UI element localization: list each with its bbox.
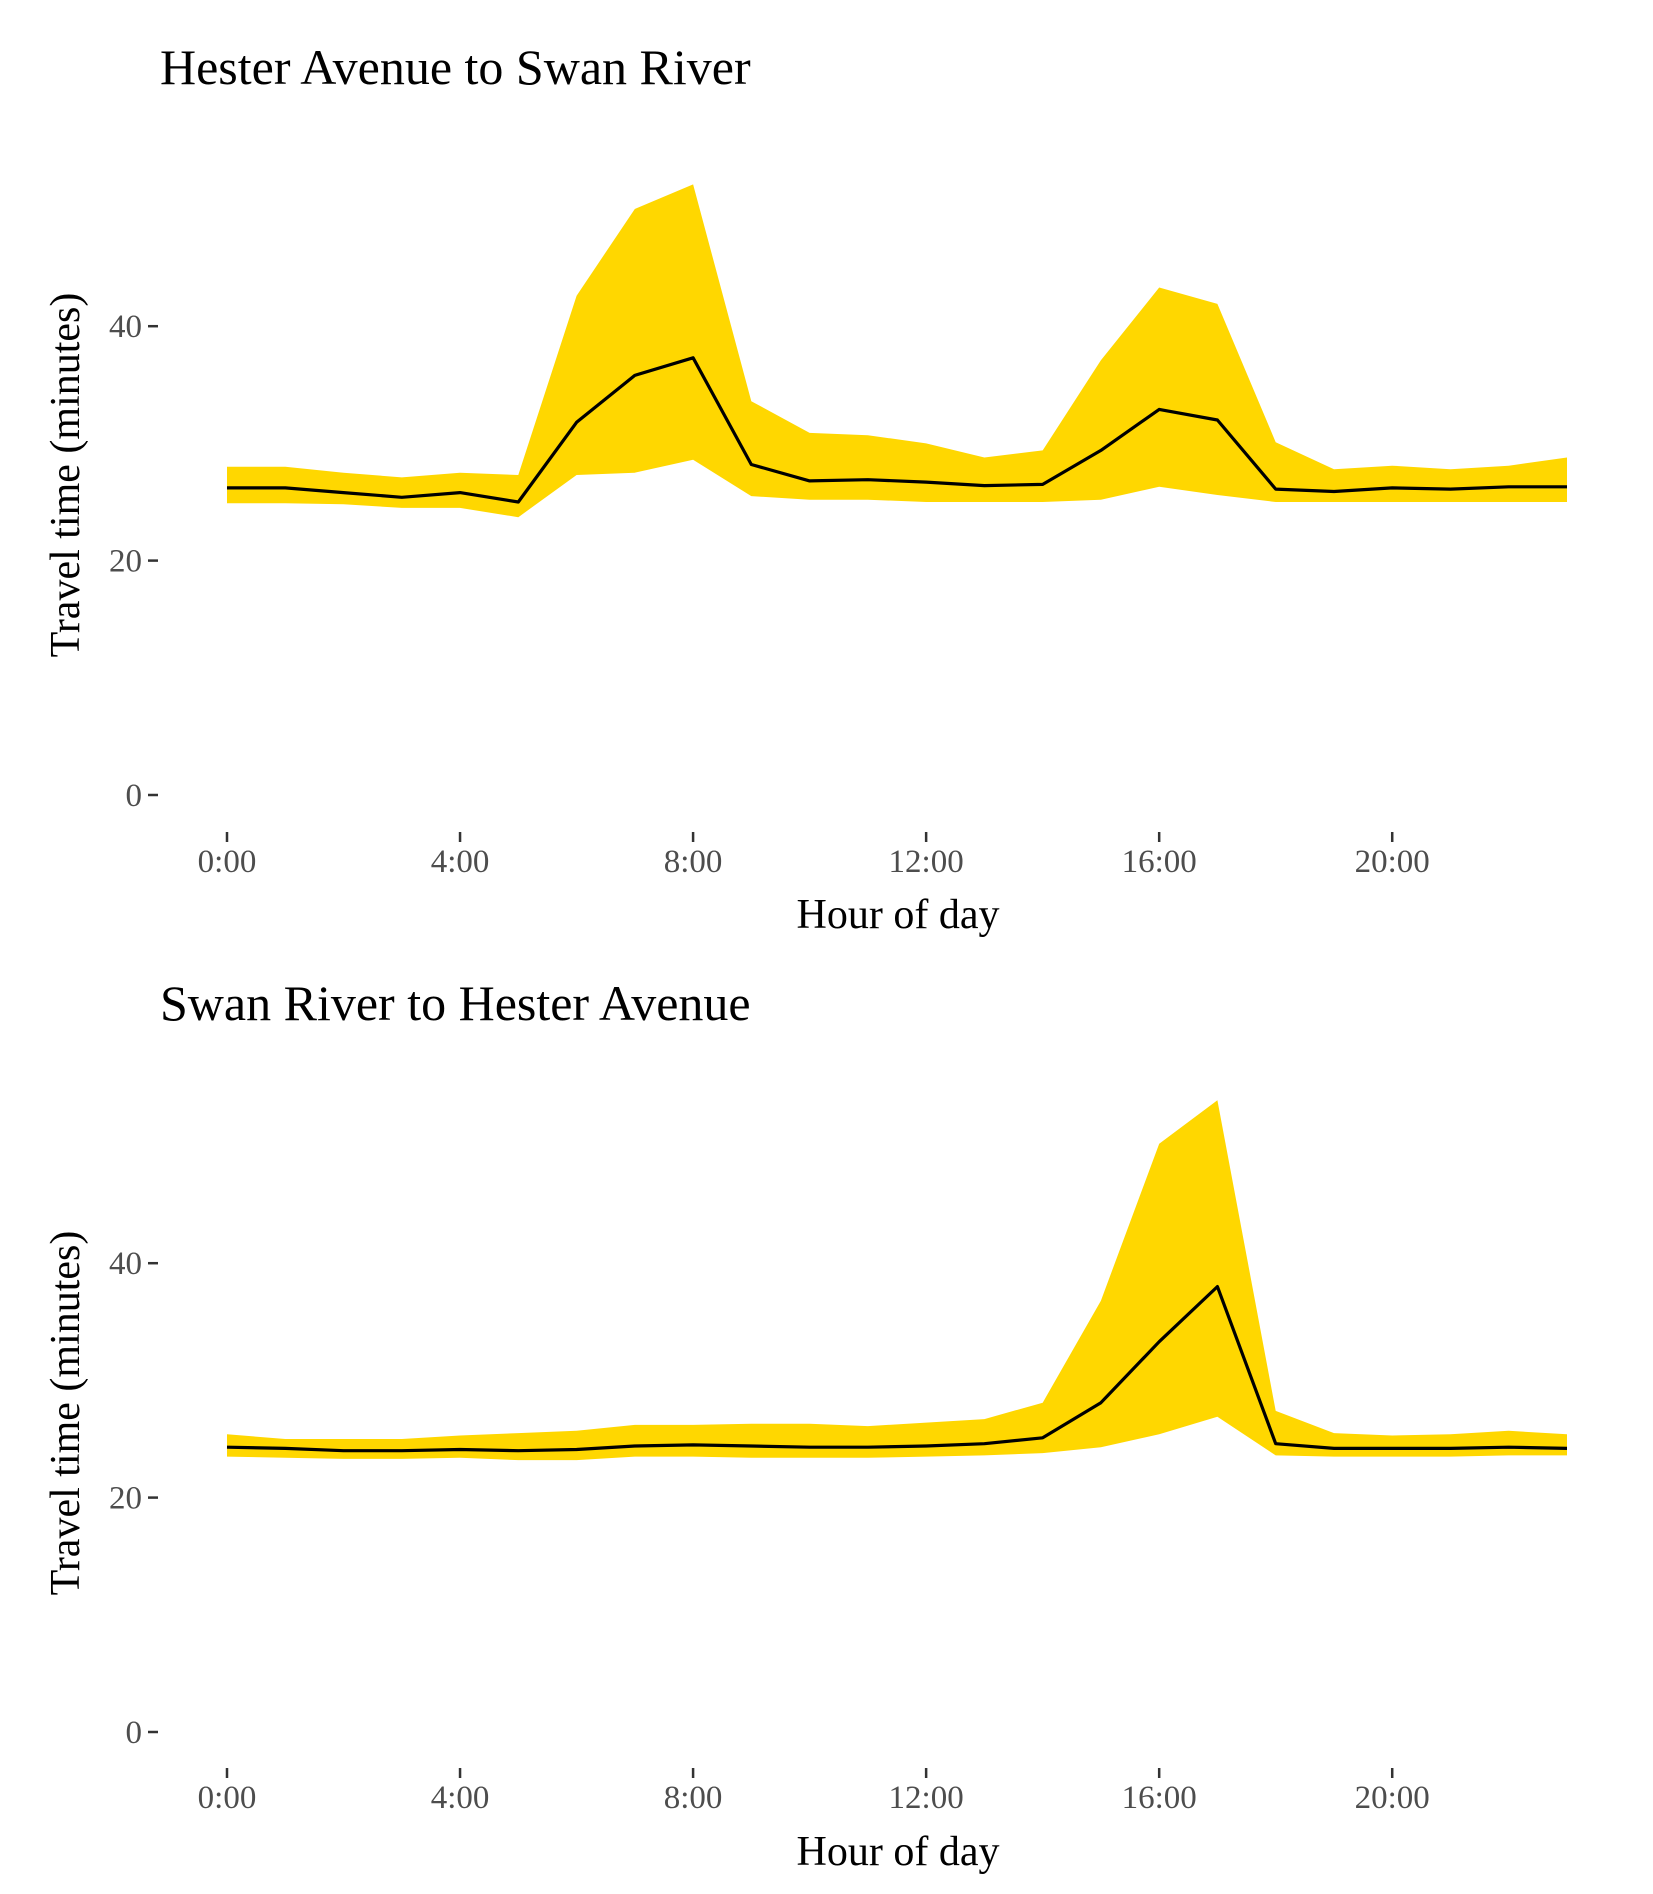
x-tick-label: 12:00 (889, 1780, 964, 1816)
x-tick-label: 8:00 (664, 844, 723, 880)
x-tick-label: 20:00 (1355, 844, 1430, 880)
x-tick-label: 16:00 (1122, 844, 1197, 880)
plot-area: 0 20 40 0:00 4:00 8:00 12:00 16:00 20:00 (109, 184, 1567, 880)
plot-area: 0 20 40 0:00 4:00 8:00 12:00 16:00 20:00 (109, 1100, 1568, 1816)
y-tick-label: 20 (109, 544, 142, 580)
x-tick-label: 0:00 (198, 844, 257, 880)
y-tick-label: 0 (126, 778, 143, 814)
x-tick-label: 16:00 (1122, 1780, 1197, 1816)
x-tick-label: 0:00 (198, 1780, 257, 1816)
y-axis-title: Travel time (minutes) (43, 1231, 89, 1596)
x-tick-label: 4:00 (431, 844, 490, 880)
x-tick-label: 8:00 (664, 1780, 723, 1816)
y-tick-label: 40 (109, 1246, 142, 1282)
x-axis-title: Hour of day (797, 1829, 1000, 1875)
x-tick-label: 20:00 (1355, 1780, 1430, 1816)
y-tick-label: 0 (126, 1715, 143, 1751)
y-tick-label: 40 (109, 309, 142, 345)
x-tick-label: 4:00 (431, 1780, 490, 1816)
range-band (227, 1100, 1567, 1461)
median-line (227, 356, 1567, 504)
y-axis-title: Travel time (minutes) (43, 293, 89, 658)
panel-hester-to-swan: Hester Avenue to Swan River 0 20 40 0:00 4:0… (43, 39, 1567, 938)
chart-title: Hester Avenue to Swan River (160, 39, 751, 95)
median-line (226, 1284, 1568, 1453)
range-band (227, 184, 1567, 518)
chart-title: Swan River to Hester Avenue (160, 975, 751, 1031)
panel-swan-to-hester: Swan River to Hester Avenue 0 20 40 0:00 4:0… (43, 975, 1568, 1875)
x-tick-label: 12:00 (889, 844, 964, 880)
y-tick-label: 20 (109, 1481, 142, 1517)
x-axis-title: Hour of day (797, 892, 1000, 938)
